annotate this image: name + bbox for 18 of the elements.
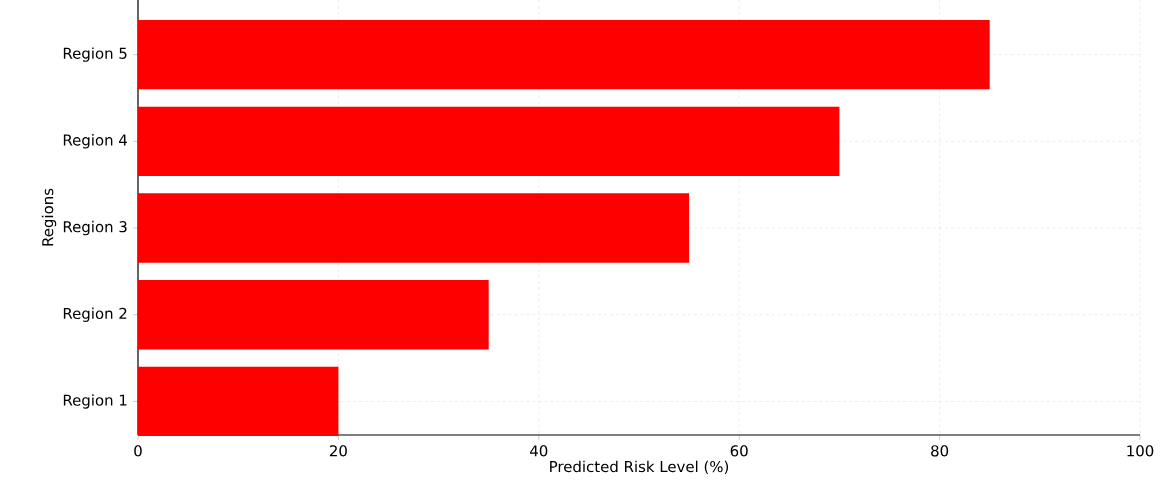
- x-axis-title: Predicted Risk Level (%): [550, 460, 729, 474]
- x-tick-label: 100: [1127, 445, 1154, 457]
- bar: [138, 193, 690, 263]
- bar: [138, 366, 339, 437]
- x-tick-label: 0: [134, 445, 142, 457]
- y-tick-label: Region 5: [63, 47, 127, 62]
- y-tick-label: Region 4: [63, 134, 127, 149]
- bar: [138, 19, 990, 90]
- bar: [138, 106, 840, 176]
- y-axis-title: Regions: [41, 188, 57, 246]
- y-tick-label: Region 3: [63, 220, 127, 236]
- y-tick-label: Region 2: [63, 307, 127, 322]
- x-tick-label: 40: [530, 445, 548, 457]
- y-tick-label: Region 1: [63, 394, 127, 409]
- x-tick-label: 20: [329, 445, 347, 457]
- x-tick-label: 60: [730, 445, 748, 457]
- bar: [138, 280, 489, 350]
- x-tick-label: 80: [931, 445, 949, 457]
